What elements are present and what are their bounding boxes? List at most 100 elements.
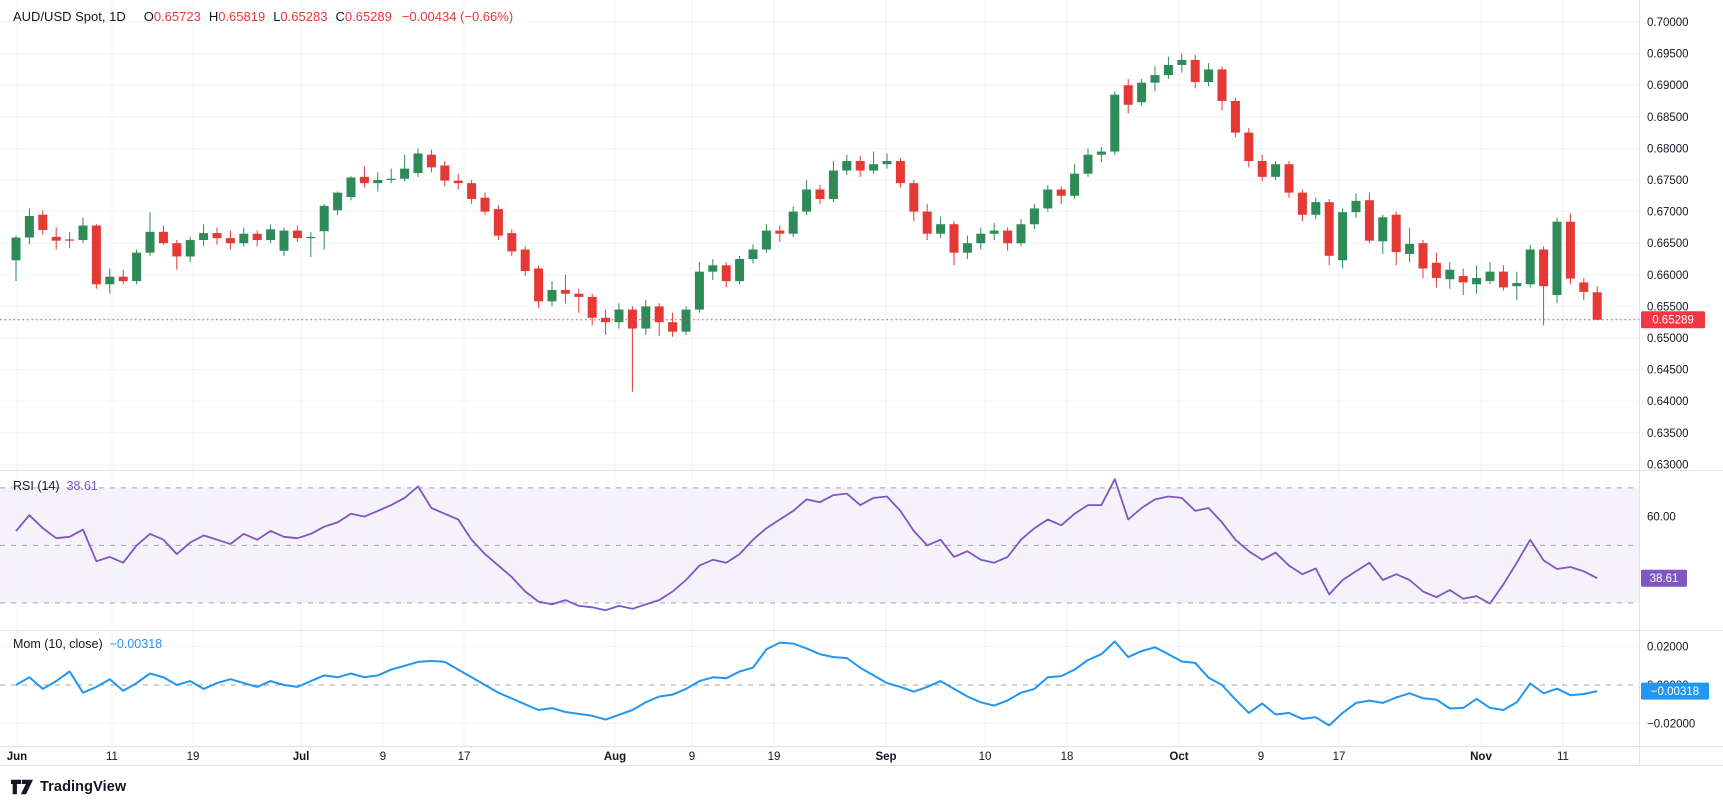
candle-body: [976, 233, 986, 244]
time-axis-label[interactable]: Jul: [293, 751, 310, 763]
mom-axis-label[interactable]: 0.02000: [1647, 642, 1689, 654]
candle-body: [346, 177, 356, 198]
price-axis-label[interactable]: 0.63000: [1647, 459, 1689, 471]
price-axis-label[interactable]: 0.69500: [1647, 49, 1689, 61]
price-axis-label[interactable]: 0.65000: [1647, 333, 1689, 345]
time-axis-label[interactable]: 11: [1557, 751, 1569, 763]
time-axis-label[interactable]: Aug: [604, 751, 626, 763]
candle-body: [1552, 221, 1562, 296]
candle-body: [1083, 154, 1093, 174]
candle-body: [936, 224, 946, 234]
ohlc-val: 0.65289: [344, 9, 392, 24]
rsi-line: [15, 478, 1598, 612]
ohlc-key: O: [143, 9, 154, 24]
time-axis-label[interactable]: 9: [380, 751, 386, 763]
rsi-label[interactable]: RSI: [13, 479, 34, 493]
candle-body: [225, 238, 235, 244]
time-axis-label[interactable]: 9: [689, 751, 695, 763]
candle-body: [11, 237, 21, 261]
mom-label[interactable]: Mom: [13, 637, 41, 651]
candle-body: [721, 265, 731, 282]
candle-body: [493, 209, 503, 236]
time-axis-label[interactable]: 18: [1061, 751, 1074, 763]
candle-body: [949, 224, 959, 253]
candle-body: [1096, 151, 1106, 155]
rsi-axis-label[interactable]: 60.00: [1647, 512, 1676, 524]
candle-body: [507, 233, 517, 252]
candle-body: [1405, 243, 1415, 254]
candle-body: [1070, 173, 1080, 196]
candle-body: [601, 317, 611, 323]
time-axis-label[interactable]: 17: [1333, 751, 1346, 763]
candle-body: [185, 240, 195, 257]
time-axis-label[interactable]: 19: [187, 751, 200, 763]
candle-body: [1485, 271, 1495, 282]
time-axis-label[interactable]: 19: [768, 751, 781, 763]
candle-body: [641, 306, 651, 329]
price-axis-label[interactable]: 0.64500: [1647, 365, 1689, 377]
candle-body: [842, 161, 852, 171]
tradingview-logo-icon: [11, 779, 33, 795]
rsi-legend: RSI (14) 38.61: [13, 479, 98, 493]
candle-body: [1512, 283, 1522, 287]
candle-body: [627, 309, 637, 329]
price-axis-label[interactable]: 0.67500: [1647, 175, 1689, 187]
candle-body: [132, 252, 142, 282]
candle-body: [239, 233, 249, 244]
price-axis-label[interactable]: 0.66500: [1647, 238, 1689, 250]
candle-body: [855, 161, 865, 171]
candle-body: [252, 233, 262, 241]
candle-body: [426, 154, 436, 168]
price-axis-label[interactable]: 0.69000: [1647, 80, 1689, 92]
candle-body: [708, 265, 718, 272]
price-axis-label[interactable]: 0.63500: [1647, 428, 1689, 440]
candle-body: [1565, 221, 1575, 279]
candle-body: [1003, 230, 1013, 244]
time-axis-label[interactable]: 9: [1258, 751, 1264, 763]
price-axis-label[interactable]: 0.68000: [1647, 143, 1689, 155]
price-axis-label[interactable]: 0.67000: [1647, 207, 1689, 219]
time-axis-label[interactable]: 17: [458, 751, 471, 763]
candle-body: [1525, 249, 1535, 285]
symbol-title[interactable]: AUD/USD Spot, 1D: [13, 9, 126, 24]
candle-body: [212, 233, 222, 239]
ohlc-val: 0.65819: [218, 9, 266, 24]
candle-body: [319, 205, 329, 232]
candle-body: [520, 249, 530, 272]
candle-body: [51, 236, 61, 241]
candle-body: [922, 211, 932, 234]
candle-body: [1458, 276, 1468, 283]
candle-body: [681, 309, 691, 332]
candle-body: [1539, 249, 1549, 287]
candle-body: [333, 192, 343, 211]
candle-body: [1498, 271, 1508, 288]
mom-axis-label[interactable]: −0.02000: [1647, 719, 1695, 731]
mom-params: (10, close): [44, 637, 103, 651]
candle-body: [694, 271, 704, 310]
candle-body: [1056, 189, 1066, 196]
price-axis-label[interactable]: 0.65500: [1647, 301, 1689, 313]
price-axis-label[interactable]: 0.70000: [1647, 17, 1689, 29]
tradingview-logo[interactable]: TradingView: [11, 779, 126, 795]
candle-body: [386, 178, 396, 180]
main-legend: AUD/USD Spot, 1D O0.65723 H0.65819 L0.65283…: [13, 9, 513, 24]
time-axis-label[interactable]: Jun: [7, 751, 27, 763]
price-axis-label[interactable]: 0.68500: [1647, 112, 1689, 124]
candle-body: [359, 176, 369, 184]
candle-body: [1244, 132, 1254, 162]
time-axis-label[interactable]: Sep: [875, 751, 896, 763]
candle-body: [1297, 192, 1307, 215]
candle-body: [306, 236, 316, 239]
candle-body: [1311, 202, 1321, 215]
mom-value-badge-text: −0.00318: [1651, 686, 1699, 698]
time-axis-label[interactable]: 11: [106, 751, 118, 763]
price-axis-label[interactable]: 0.66000: [1647, 270, 1689, 282]
time-axis-label[interactable]: Nov: [1470, 751, 1492, 763]
time-axis-label[interactable]: 10: [979, 751, 992, 763]
candle-body: [91, 225, 101, 285]
rsi-value: 38.61: [66, 479, 98, 493]
candle-body: [38, 214, 48, 230]
time-axis-label[interactable]: Oct: [1169, 751, 1188, 763]
price-axis-label[interactable]: 0.64000: [1647, 396, 1689, 408]
